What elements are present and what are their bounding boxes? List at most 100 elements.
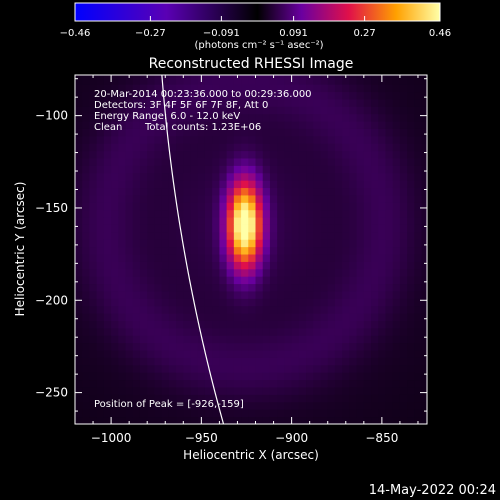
heatmap-cell [168, 342, 177, 351]
heatmap-cell [399, 254, 408, 262]
heatmap-cell [269, 416, 278, 424]
heatmap-cell [82, 291, 90, 299]
heatmap-cell [248, 327, 256, 336]
heatmap-cell [183, 320, 191, 329]
heatmap-cell [349, 335, 357, 344]
heatmap-cell [219, 231, 228, 240]
heatmap-cell [111, 84, 119, 93]
heatmap-cell [219, 121, 228, 129]
heatmap-cell [349, 84, 357, 93]
heatmap-cell [75, 416, 83, 424]
heatmap-cell [89, 283, 98, 292]
heatmap-cell [342, 121, 350, 129]
heatmap-cell [82, 387, 90, 395]
heatmap-cell [190, 409, 199, 418]
heatmap-cell [320, 364, 329, 373]
heatmap-cell [414, 394, 422, 403]
heatmap-cell [248, 231, 256, 240]
heatmap-cell [277, 217, 285, 225]
heatmap-cell [233, 416, 242, 424]
heatmap-cell [371, 76, 379, 85]
heatmap-cell [219, 254, 228, 262]
heatmap-cell [262, 76, 271, 85]
heatmap-cell [378, 135, 386, 144]
heatmap-cell [378, 172, 386, 181]
heatmap-cell [320, 379, 329, 388]
heatmap-cell [204, 409, 213, 418]
heatmap-cell [327, 143, 336, 152]
heatmap-cell [399, 195, 408, 203]
heatmap-cell [233, 254, 242, 262]
heatmap-cell [154, 128, 163, 137]
heatmap-cell [399, 150, 408, 159]
heatmap-cell [161, 283, 170, 292]
heatmap-cell [161, 202, 170, 211]
heatmap-cell [414, 246, 422, 255]
heatmap-cell [139, 239, 148, 248]
heatmap-cell [277, 172, 285, 181]
heatmap-cell [421, 128, 427, 137]
heatmap-cell [183, 379, 191, 388]
heatmap-cell [89, 305, 98, 314]
heatmap-cell [277, 113, 285, 122]
heatmap-cell [118, 224, 126, 233]
heatmap-cell [212, 224, 220, 233]
heatmap-cell [378, 283, 386, 292]
heatmap-cell [96, 187, 105, 196]
heatmap-cell [349, 372, 357, 381]
heatmap-cell [132, 195, 141, 203]
heatmap-cell [226, 313, 235, 321]
heatmap-cell [342, 364, 350, 373]
heatmap-cell [291, 121, 300, 129]
heatmap-cell [248, 268, 256, 277]
heatmap-cell [248, 113, 256, 122]
heatmap-cell [241, 106, 249, 115]
heatmap-cell [204, 158, 213, 166]
heatmap-cell [399, 165, 408, 174]
heatmap-cell [334, 305, 343, 314]
heatmap-cell [298, 379, 307, 388]
heatmap-cell [327, 76, 336, 85]
heatmap-cell [363, 246, 372, 255]
heatmap-cell [385, 172, 394, 181]
heatmap-cell [75, 128, 83, 137]
heatmap-cell [96, 91, 105, 100]
heatmap-cell [233, 195, 242, 203]
heatmap-cell [212, 320, 220, 329]
heatmap-cell [255, 91, 264, 100]
heatmap-cell [103, 209, 112, 218]
heatmap-cell [356, 409, 365, 418]
heatmap-cell [82, 224, 90, 233]
heatmap-cell [176, 165, 184, 174]
heatmap-cell [168, 350, 177, 358]
heatmap-cell [154, 91, 163, 100]
heatmap-cell [82, 357, 90, 366]
heatmap-cell [399, 305, 408, 314]
heatmap-cell [154, 379, 163, 388]
heatmap-cell [212, 143, 220, 152]
heatmap-cell [407, 327, 415, 336]
heatmap-cell [154, 327, 163, 336]
heatmap-cell [139, 195, 148, 203]
heatmap-cell [176, 416, 184, 424]
heatmap-cell [363, 209, 372, 218]
heatmap-cell [356, 254, 365, 262]
heatmap-cell [284, 113, 293, 122]
heatmap-cell [414, 76, 422, 85]
heatmap-cell [96, 298, 105, 307]
heatmap-cell [190, 387, 199, 395]
heatmap-cell [161, 217, 170, 225]
heatmap-cell [190, 224, 199, 233]
heatmap-cell [96, 209, 105, 218]
heatmap-cell [407, 357, 415, 366]
heatmap-cell [277, 246, 285, 255]
heatmap-cell [363, 335, 372, 344]
heatmap-cell [248, 401, 256, 410]
heatmap-cell [269, 195, 278, 203]
heatmap-cell [306, 150, 314, 159]
heatmap-cell [363, 231, 372, 240]
heatmap-cell [255, 298, 264, 307]
heatmap-cell [233, 342, 242, 351]
heatmap-cell [75, 313, 83, 321]
heatmap-cell [371, 401, 379, 410]
